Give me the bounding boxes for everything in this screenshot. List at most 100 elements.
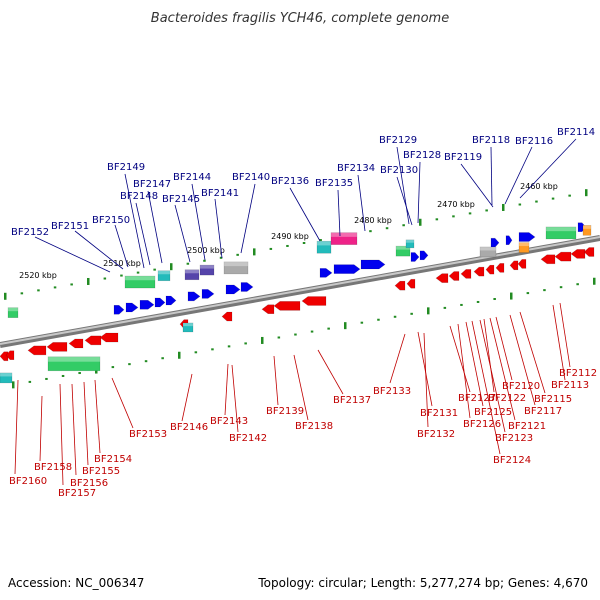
leader-line bbox=[509, 314, 536, 406]
minor-tick bbox=[136, 271, 140, 274]
minor-tick bbox=[294, 333, 297, 336]
gene-label[interactable]: BF2116 bbox=[515, 136, 553, 147]
leader-line bbox=[504, 146, 533, 205]
gene-label[interactable]: BF2112 bbox=[559, 368, 597, 379]
gene-features bbox=[0, 222, 595, 384]
gene-label[interactable]: BF2136 bbox=[271, 176, 309, 187]
leader-line bbox=[240, 183, 256, 254]
reverse-gene-arrow bbox=[540, 254, 556, 265]
reverse-gene-arrow bbox=[221, 311, 233, 322]
gene-label[interactable]: BF2126 bbox=[463, 419, 501, 430]
gene-label[interactable]: BF2143 bbox=[210, 416, 248, 427]
leader-line bbox=[389, 333, 406, 384]
gene-label[interactable]: BF2133 bbox=[373, 386, 411, 397]
minor-tick bbox=[393, 315, 397, 318]
leader-line bbox=[83, 381, 89, 466]
gene-label[interactable]: BF2119 bbox=[444, 152, 482, 163]
leader-line bbox=[519, 311, 546, 394]
gene-label[interactable]: BF2130 bbox=[380, 165, 418, 176]
gene-label[interactable]: BF2121 bbox=[508, 421, 546, 432]
minor-tick bbox=[111, 366, 115, 369]
gene-label[interactable]: BF2151 bbox=[51, 221, 89, 232]
gene-label[interactable]: BF2147 bbox=[133, 179, 171, 190]
minor-tick bbox=[103, 277, 107, 280]
minor-tick bbox=[310, 330, 314, 333]
forward-gene-arrow bbox=[240, 282, 254, 292]
gene-label[interactable]: BF2137 bbox=[333, 395, 371, 406]
gene-label[interactable]: BF2150 bbox=[92, 215, 130, 226]
gene-label[interactable]: BF2153 bbox=[129, 429, 167, 440]
gene-label[interactable]: BF2141 bbox=[201, 188, 239, 199]
minor-tick bbox=[211, 348, 214, 351]
gene-label[interactable]: BF2134 bbox=[337, 163, 375, 174]
feature-box-highlight bbox=[406, 239, 414, 243]
leader-line bbox=[460, 163, 494, 208]
gene-label[interactable]: BF2155 bbox=[82, 466, 120, 477]
gene-label[interactable]: BF2154 bbox=[94, 454, 132, 465]
gene-label[interactable]: BF2139 bbox=[266, 406, 304, 417]
gene-label[interactable]: BF2120 bbox=[502, 381, 540, 392]
forward-gene-arrow bbox=[187, 291, 201, 302]
gene-label[interactable]: BF2152 bbox=[11, 227, 49, 238]
gene-label[interactable]: BF2113 bbox=[551, 380, 589, 391]
leader-line bbox=[111, 377, 134, 429]
minor-tick bbox=[535, 200, 538, 203]
gene-label[interactable]: BF2124 bbox=[493, 455, 531, 466]
gene-label[interactable]: BF2146 bbox=[170, 422, 208, 433]
gene-label[interactable]: BF2140 bbox=[232, 172, 270, 183]
major-tick bbox=[344, 322, 347, 330]
forward-gene-arrow bbox=[333, 264, 361, 274]
leader-line bbox=[423, 332, 429, 428]
forward-gene-arrow bbox=[125, 302, 139, 313]
feature-box bbox=[182, 322, 194, 333]
gene-label[interactable]: BF2122 bbox=[488, 393, 526, 404]
gene-label[interactable]: BF2142 bbox=[229, 433, 267, 444]
gene-label[interactable]: BF2118 bbox=[472, 135, 510, 146]
feature-box bbox=[582, 225, 592, 236]
gene-label[interactable]: BF2125 bbox=[474, 407, 512, 418]
leader-line bbox=[495, 316, 513, 381]
lower-tick-row bbox=[12, 277, 596, 389]
gene-label[interactable]: BF2131 bbox=[420, 408, 458, 419]
accession-text: Accession: NC_006347 bbox=[8, 576, 145, 590]
gene-label[interactable]: BF2138 bbox=[295, 421, 333, 432]
gene-label[interactable]: BF2157 bbox=[58, 488, 96, 499]
forward-gene-arrow bbox=[139, 299, 155, 310]
gene-label[interactable]: BF2114 bbox=[557, 127, 595, 138]
minor-tick bbox=[493, 298, 496, 301]
major-tick bbox=[419, 218, 422, 226]
gene-label[interactable]: BF2117 bbox=[524, 406, 562, 417]
minor-tick bbox=[568, 194, 571, 197]
gene-label[interactable]: BF2128 bbox=[403, 150, 441, 161]
major-tick bbox=[593, 277, 596, 285]
gene-label[interactable]: BF2127 bbox=[458, 393, 496, 404]
feature-box bbox=[124, 275, 156, 289]
gene-label[interactable]: BF2160 bbox=[9, 476, 47, 487]
gene-label[interactable]: BF2149 bbox=[107, 162, 145, 173]
gene-label[interactable]: BF2158 bbox=[34, 462, 72, 473]
forward-gene-arrow bbox=[490, 237, 500, 248]
kbp-label: 2510 kbp bbox=[103, 259, 141, 268]
gene-label[interactable]: BF2156 bbox=[70, 478, 108, 489]
gene-label[interactable]: BF2123 bbox=[495, 433, 533, 444]
major-tick bbox=[253, 248, 256, 256]
leader-line bbox=[94, 379, 101, 454]
feature-box-highlight bbox=[546, 226, 576, 232]
forward-gene-arrow bbox=[165, 295, 177, 306]
minor-tick bbox=[194, 351, 198, 354]
gene-label[interactable]: BF2135 bbox=[315, 178, 353, 189]
reverse-gene-arrow bbox=[27, 345, 47, 356]
minor-tick bbox=[227, 345, 231, 348]
gene-label[interactable]: BF2148 bbox=[120, 191, 158, 202]
gene-label[interactable]: BF2145 bbox=[162, 194, 200, 205]
kbp-scale: 2520 kbp 2510 kbp 2500 kbp 2490 kbp 2480… bbox=[19, 182, 558, 280]
gene-label[interactable]: BF2144 bbox=[173, 172, 211, 183]
minor-tick bbox=[244, 342, 247, 345]
leader-line bbox=[14, 379, 19, 475]
minor-tick bbox=[45, 377, 48, 380]
gene-label[interactable]: BF2115 bbox=[534, 394, 572, 405]
minor-tick bbox=[443, 306, 447, 309]
feature-box-highlight bbox=[396, 246, 410, 250]
gene-label[interactable]: BF2129 bbox=[379, 135, 417, 146]
gene-label[interactable]: BF2132 bbox=[417, 429, 455, 440]
